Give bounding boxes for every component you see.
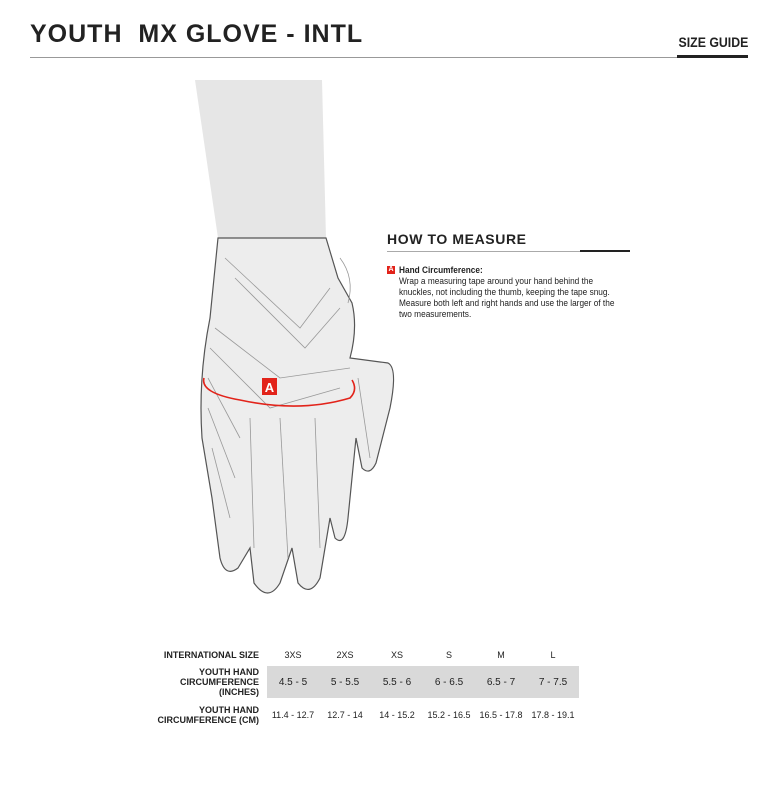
heading-divider bbox=[387, 251, 630, 252]
cm-cell: 11.4 - 12.7 bbox=[271, 710, 315, 720]
inches-cell: 4.5 - 5 bbox=[267, 666, 319, 698]
cm-cell: 15.2 - 16.5 bbox=[427, 710, 471, 720]
cm-cell: 16.5 - 17.8 bbox=[479, 710, 523, 720]
row-label: INTERNATIONAL SIZE bbox=[163, 650, 259, 660]
arm bbox=[195, 80, 326, 238]
instruction-title: Hand Circumference: bbox=[399, 265, 483, 275]
inches-cell: 6.5 - 7 bbox=[475, 666, 527, 698]
inches-cell: 6 - 6.5 bbox=[423, 666, 475, 698]
size-cell: S bbox=[445, 650, 452, 660]
instruction-text: Wrap a measuring tape around your hand b… bbox=[399, 276, 615, 319]
cm-cell: 17.8 - 19.1 bbox=[531, 710, 575, 720]
row-label: YOUTH HAND CIRCUMFERENCE (INCHES) bbox=[179, 667, 259, 697]
cm-cell: 12.7 - 14 bbox=[327, 710, 363, 720]
size-guide-label: SIZE GUIDE bbox=[678, 34, 748, 50]
inches-cell: 5 - 5.5 bbox=[319, 666, 371, 698]
inches-cell: 5.5 - 6 bbox=[371, 666, 423, 698]
glove-hand bbox=[200, 237, 395, 594]
size-cell: 3XS bbox=[284, 650, 302, 660]
page-title: YOUTH MX GLOVE - INTL bbox=[30, 20, 364, 48]
table-row: INTERNATIONAL SIZE 3XS 2XS XS S M L bbox=[140, 644, 579, 666]
how-to-measure-heading: HOW TO MEASURE bbox=[387, 231, 527, 247]
header-accent-line bbox=[677, 55, 748, 58]
size-cell: M bbox=[497, 650, 505, 660]
measure-instructions: Hand Circumference: Wrap a measuring tap… bbox=[399, 265, 629, 320]
measure-arc bbox=[202, 377, 356, 407]
size-table: INTERNATIONAL SIZE 3XS 2XS XS S M L YOUT… bbox=[140, 644, 579, 732]
size-cell: 2XS bbox=[336, 650, 354, 660]
row-label: YOUTH HAND CIRCUMFERENCE (CM) bbox=[157, 705, 260, 725]
header-divider bbox=[30, 57, 748, 58]
marker-a-text: A bbox=[265, 380, 275, 395]
cm-cell: 14 - 15.2 bbox=[379, 710, 415, 720]
size-cell: L bbox=[550, 650, 556, 660]
table-row: YOUTH HAND CIRCUMFERENCE (CM) 11.4 - 12.… bbox=[140, 698, 579, 732]
marker-a-icon: A bbox=[387, 266, 395, 274]
heading-accent-line bbox=[580, 250, 630, 252]
glove-illustration: A bbox=[195, 80, 395, 594]
inches-cell: 7 - 7.5 bbox=[527, 666, 579, 698]
table-row: YOUTH HAND CIRCUMFERENCE (INCHES) 4.5 - … bbox=[140, 666, 579, 698]
size-cell: XS bbox=[390, 650, 403, 660]
marker-a-badge bbox=[262, 378, 277, 395]
